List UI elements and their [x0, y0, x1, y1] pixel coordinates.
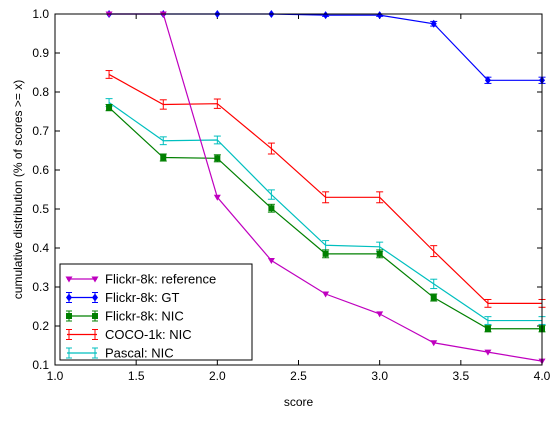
legend-box — [59, 263, 253, 361]
x-axis-label: score — [284, 395, 314, 409]
data-point — [376, 11, 383, 20]
legend-item: Pascal: NIC — [66, 346, 174, 361]
data-point — [430, 19, 437, 28]
y-axis-label: cumulative distribution (% of scores >= … — [11, 80, 25, 299]
data-point — [322, 291, 330, 298]
series-coco-1k-nic — [105, 70, 546, 308]
legend-item: COCO-1k: NIC — [66, 327, 192, 342]
y-tick-label: 0.5 — [32, 202, 49, 216]
x-tick-label: 2.5 — [290, 369, 307, 383]
y-tick-label: 1.0 — [32, 7, 49, 21]
y-tick-label: 0.2 — [32, 319, 49, 333]
data-point — [322, 250, 329, 257]
series-flickr-8k-gt — [106, 10, 546, 85]
data-point — [213, 194, 221, 201]
x-tick-label: 3.0 — [371, 369, 388, 383]
series-flickr-8k-reference — [105, 11, 546, 365]
y-tick-label: 0.1 — [32, 358, 49, 372]
data-point — [430, 294, 437, 301]
data-point — [160, 154, 167, 161]
x-tick-label: 3.5 — [452, 369, 469, 383]
legend-items: Flickr-8k: reference Flickr-8k: GT Flickr-… — [65, 272, 216, 361]
y-tick-label: 0.7 — [32, 124, 49, 138]
legend: Flickr-8k: reference Flickr-8k: GT Flickr-… — [59, 263, 253, 361]
data-point — [484, 325, 491, 332]
y-tick-label: 0.6 — [32, 163, 49, 177]
data-point — [322, 11, 329, 20]
x-tick-label: 1.0 — [47, 369, 64, 383]
legend-marker — [91, 276, 99, 283]
x-tick-label: 1.5 — [128, 369, 145, 383]
data-point — [214, 155, 221, 162]
plot-area-frame — [54, 13, 543, 366]
y-tick-label: 0.9 — [32, 46, 49, 60]
legend-marker — [65, 276, 73, 283]
y-tick-label: 0.4 — [32, 241, 49, 255]
y-tick-label: 0.8 — [32, 85, 49, 99]
series-line — [109, 13, 542, 81]
data-point — [376, 250, 383, 257]
data-point — [267, 257, 275, 264]
data-point — [430, 340, 438, 347]
data-point — [106, 104, 113, 111]
legend-label: Pascal: NIC — [105, 346, 174, 361]
data-point — [484, 76, 491, 85]
data-point — [376, 311, 384, 318]
legend-label: Flickr-8k: GT — [105, 290, 179, 305]
x-tick-label: 2.0 — [209, 369, 226, 383]
x-tick-label: 4.0 — [534, 369, 551, 383]
legend-label: Flickr-8k: NIC — [105, 309, 184, 324]
legend-item: Flickr-8k: GT — [66, 290, 179, 305]
y-tick-label: 0.3 — [32, 280, 49, 294]
data-point — [484, 349, 492, 356]
data-point — [268, 205, 275, 212]
legend-item: Flickr-8k: NIC — [66, 309, 184, 324]
legend-label: COCO-1k: NIC — [105, 327, 192, 342]
legend-label: Flickr-8k: reference — [105, 272, 216, 287]
legend-item: Flickr-8k: reference — [65, 272, 216, 287]
